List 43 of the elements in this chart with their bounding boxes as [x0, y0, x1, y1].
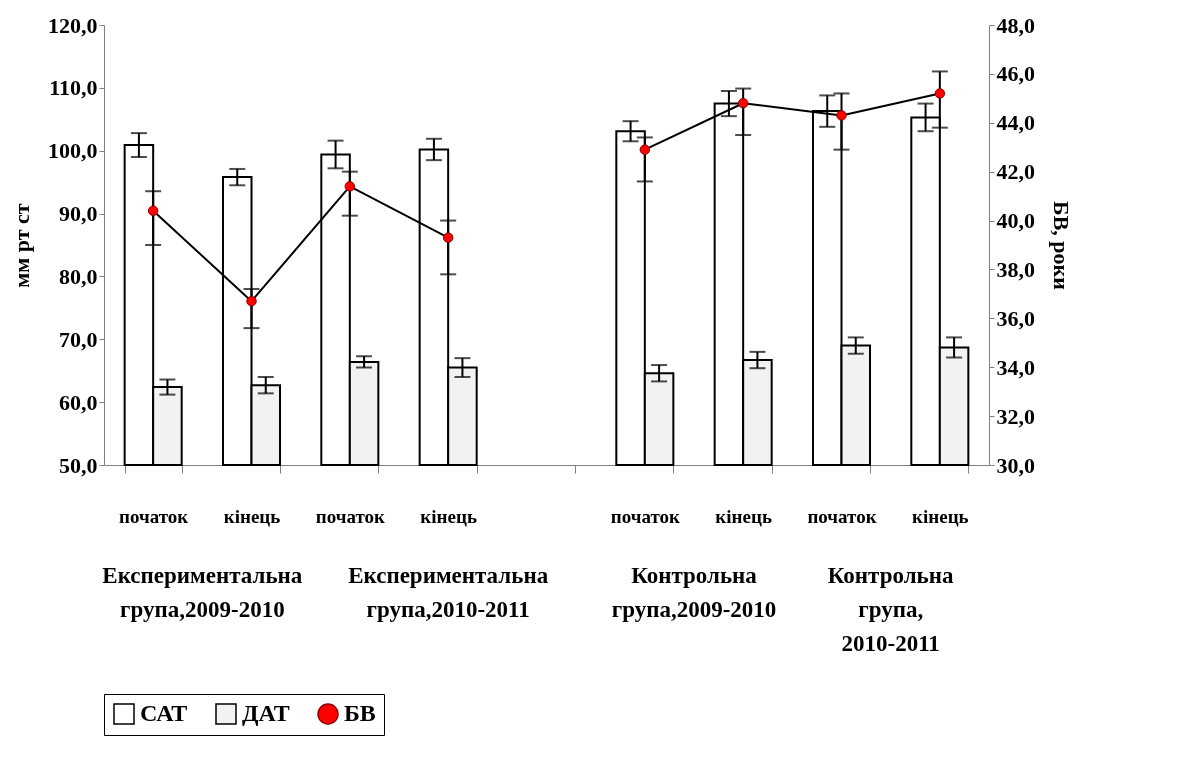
y-tick-label: 110,0 [49, 75, 98, 101]
point [639, 144, 651, 155]
y2-tick-label: 30,0 [996, 452, 1035, 478]
legend-label: БВ [344, 700, 376, 726]
x-tick-label: кінець [912, 505, 969, 527]
x-tick-label: кінець [223, 505, 281, 527]
y2-tick-label: 34,0 [996, 354, 1035, 380]
legend-label: ДАТ [242, 700, 290, 726]
y-tick-label: 80,0 [59, 263, 98, 289]
y-tick-label: 60,0 [59, 389, 98, 415]
y2-tick-label: 48,0 [996, 12, 1035, 38]
point [442, 232, 454, 243]
x-tick-label: початок [119, 505, 189, 527]
point [246, 295, 257, 307]
text: Контрольна група,2009-2010 [611, 563, 777, 622]
y2-tick-label: 40,0 [996, 208, 1035, 234]
text: Експериментальна група,2010-2011 [348, 563, 549, 622]
legend-label: САТ [140, 700, 188, 726]
y-tick-label: 120,0 [48, 12, 98, 38]
y-tick-label: 50,0 [59, 452, 98, 478]
y-tick-label: 90,0 [59, 201, 98, 227]
y-axis-title: мм рт ст [9, 203, 34, 288]
point [836, 110, 847, 121]
text: Контрольна група, 2010-2011 [827, 563, 954, 656]
y-tick-label: 70,0 [59, 326, 98, 352]
x-tick-label: кінець [715, 505, 772, 527]
x-tick-label: початок [315, 505, 385, 527]
y2-tick-label: 36,0 [996, 305, 1035, 331]
point [344, 181, 356, 192]
x-tick-label: кінець [420, 505, 477, 527]
point [147, 205, 159, 217]
point [737, 97, 749, 109]
x-tick-label: початок [610, 505, 680, 527]
x-tick-label: початок [807, 505, 877, 527]
y2-tick-label: 44,0 [996, 110, 1035, 136]
y-tick-label: 100,0 [48, 138, 98, 164]
text: Експериментальна група,2009-2010 [102, 563, 303, 622]
y2-tick-label: 38,0 [996, 256, 1035, 282]
y2-tick-label: 46,0 [996, 61, 1035, 87]
point [934, 88, 946, 99]
y2-tick-label: 42,0 [996, 159, 1035, 185]
y2-tick-label: 32,0 [996, 403, 1035, 429]
y2-axis-title: БВ, роки [1049, 201, 1074, 291]
